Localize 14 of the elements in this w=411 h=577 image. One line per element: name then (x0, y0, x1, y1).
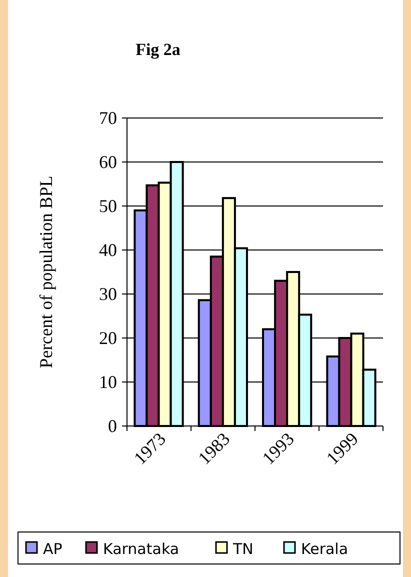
y-tick-label: 20 (99, 328, 117, 348)
y-tick-label: 0 (108, 416, 117, 436)
y-axis-title: Percent of population BPL (36, 176, 56, 368)
chart-title: Fig 2a (136, 40, 181, 59)
y-tick-label: 70 (99, 108, 117, 128)
legend-label: Kerala (301, 540, 348, 558)
y-tick-label: 40 (99, 240, 117, 260)
legend-label: AP (43, 540, 62, 558)
y-tick-label: 30 (99, 284, 117, 304)
y-tick-label: 10 (99, 372, 117, 392)
legend-label: TN (232, 540, 254, 558)
y-tick-label: 60 (99, 152, 117, 172)
y-tick-label: 50 (99, 196, 117, 216)
legend-label: Karnataka (103, 540, 180, 558)
